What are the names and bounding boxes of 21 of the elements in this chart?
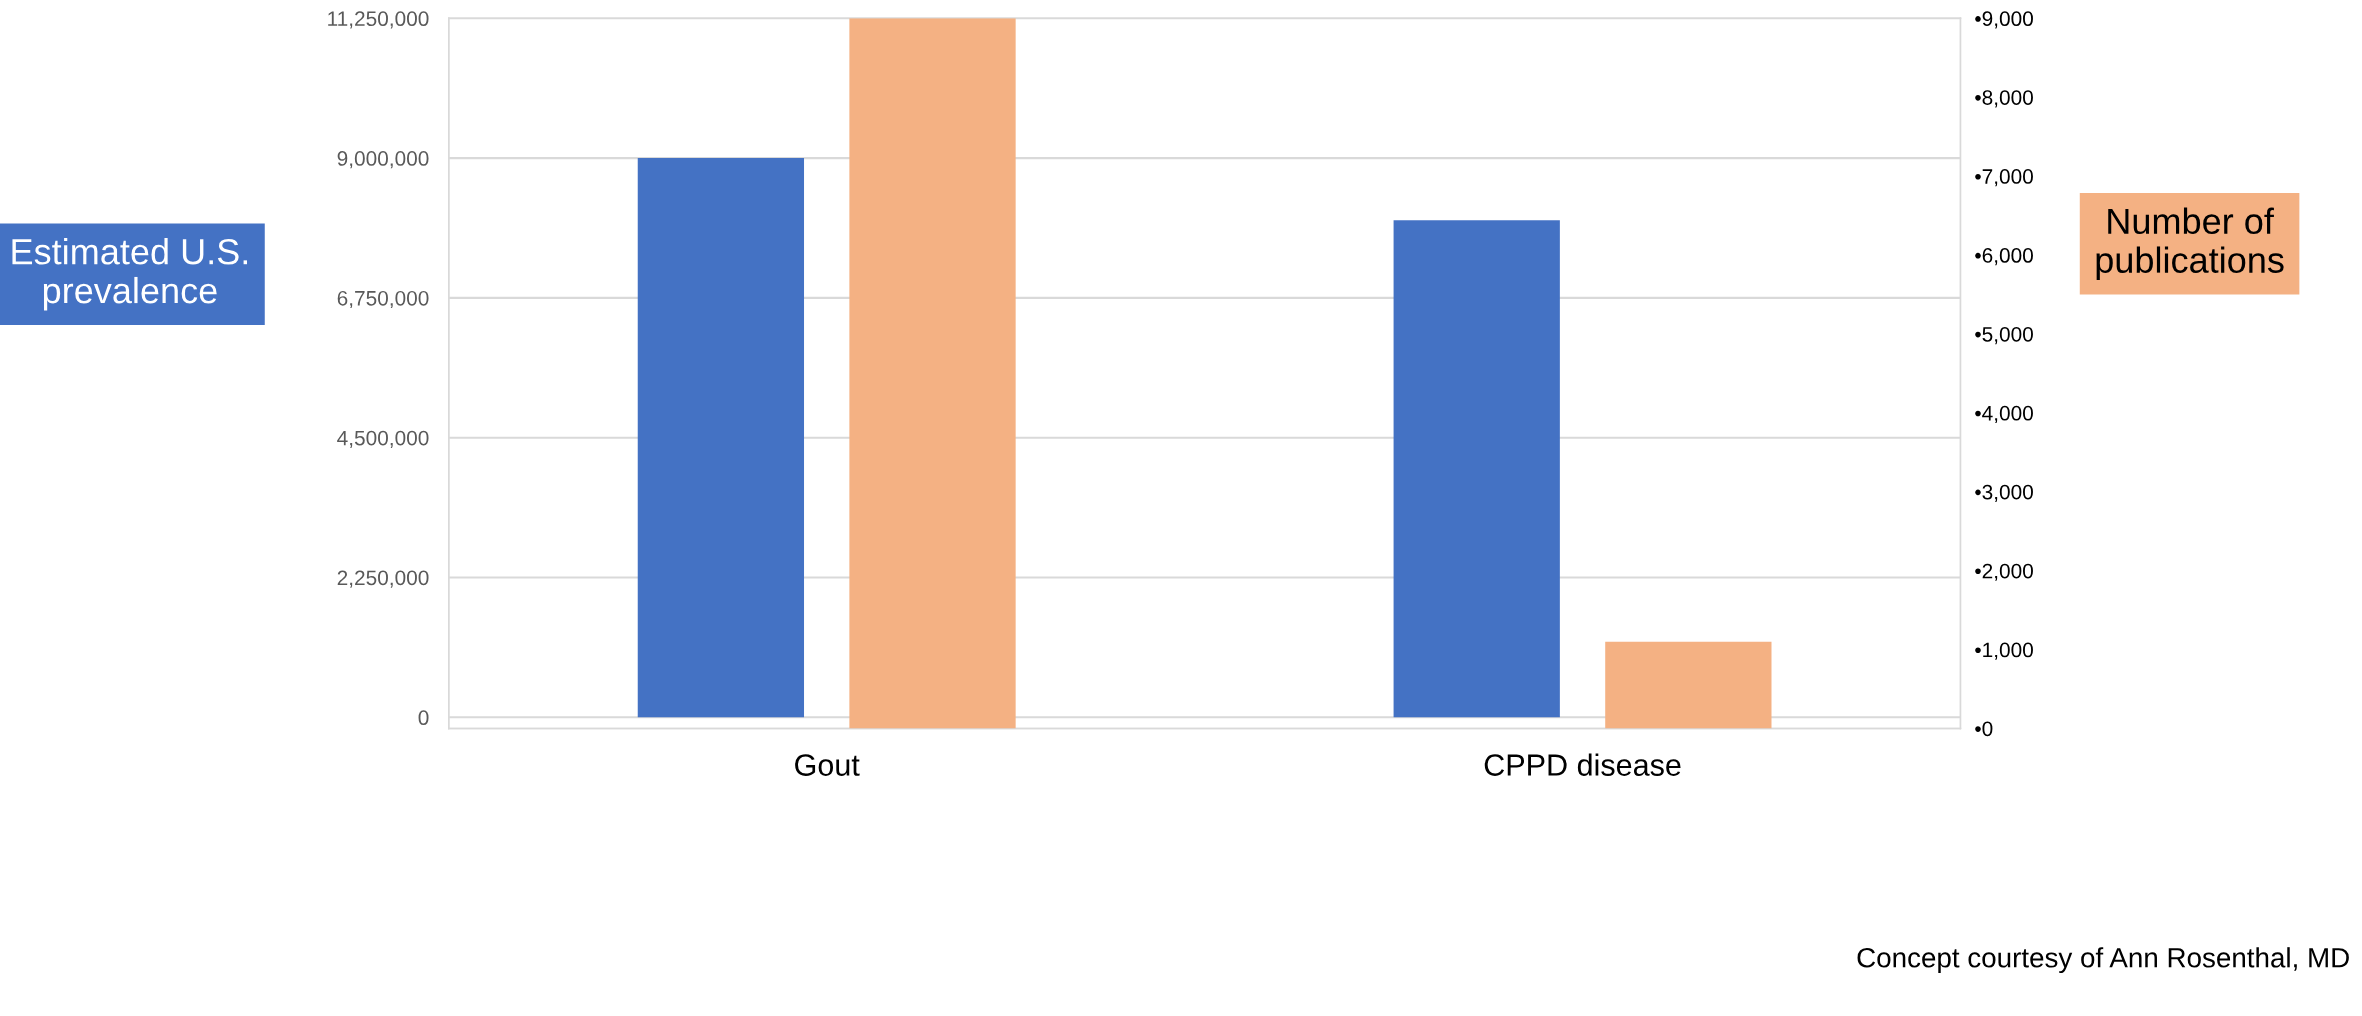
x-tick-label: Gout (795, 754, 860, 776)
y2-tick-label: •5,000 (1975, 326, 2033, 345)
y-tick-label: 0 (418, 710, 429, 726)
y2-tick-label: •1,000 (1975, 642, 2033, 660)
text: Concept courtesy of Ann Rosenthal, MD (1857, 947, 2349, 974)
y-tick-label: 9,000,000 (337, 151, 429, 169)
y2-tick-label: •8,000 (1975, 90, 2033, 108)
y2-tick-label: •0 (1975, 721, 1993, 737)
y2-tick-label: •6,000 (1975, 248, 2033, 266)
y2-axis-title: Number of publications (2096, 207, 2284, 281)
y-tick-label: 2,250,000 (337, 570, 429, 588)
y2-tick-label: •2,000 (1975, 563, 2033, 581)
y2-tick-label: •7,000 (1975, 169, 2033, 187)
y2-tick-label: •3,000 (1975, 484, 2033, 502)
x-tick-label: CPPD disease (1484, 753, 1681, 776)
y-axis-title: Estimated U.S. prevalence (12, 238, 248, 311)
y-tick-label: 11,250,000 (328, 11, 429, 29)
y-tick-label: 4,500,000 (337, 430, 429, 448)
y-tick-label: 6,750,000 (337, 290, 429, 309)
y2-tick-label: •4,000 (1975, 405, 2033, 424)
y2-tick-label: •9,000 (1975, 11, 2033, 29)
